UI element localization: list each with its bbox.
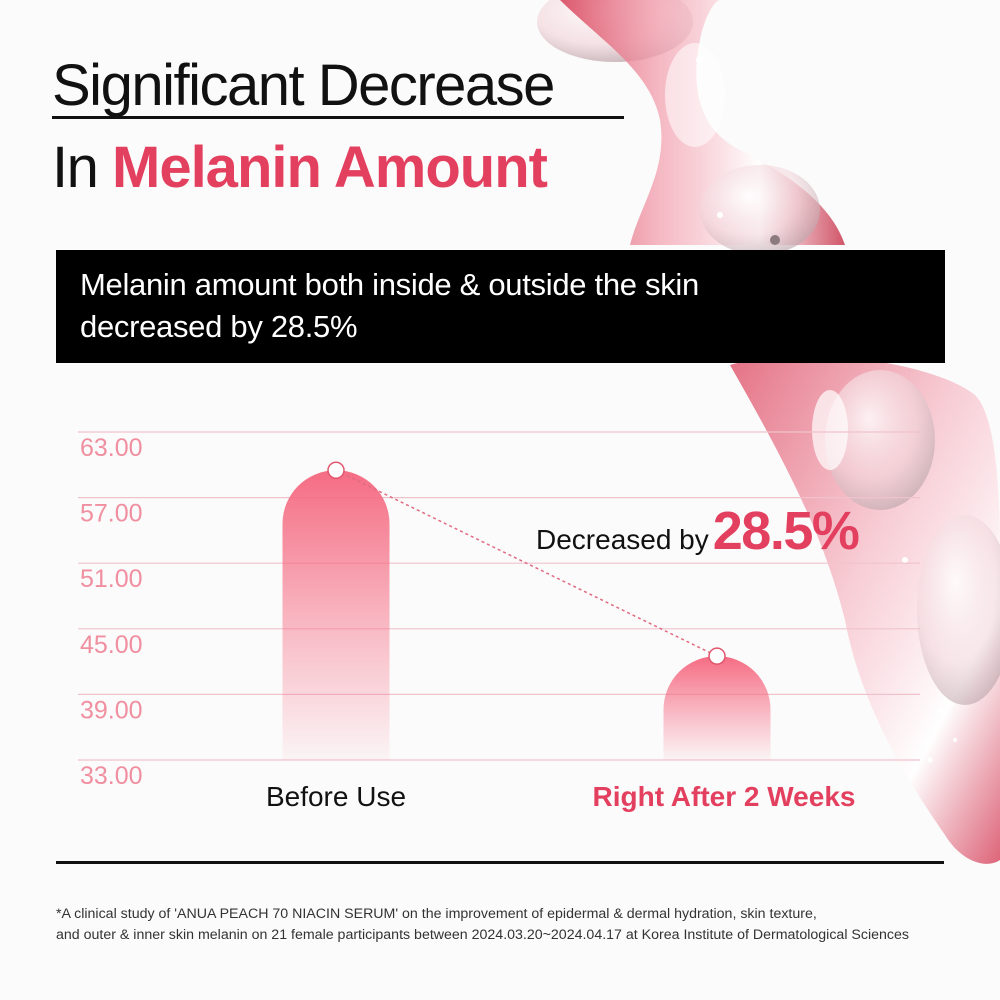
- banner-line-2: decreased by 28.5%: [80, 309, 358, 344]
- footnote-line-2: and outer & inner skin melanin on 21 fem…: [56, 927, 909, 943]
- footnote-line-1: *A clinical study of 'ANUA PEACH 70 NIAC…: [56, 906, 817, 922]
- y-tick-label: 63.00: [80, 434, 143, 462]
- serum-top: [537, 0, 845, 255]
- title-line-2-prefix: In: [52, 135, 112, 200]
- data-point: [327, 461, 345, 480]
- title-underline: [52, 116, 624, 119]
- bottom-divider: [56, 861, 944, 864]
- y-tick-label: 33.00: [80, 762, 143, 790]
- bar: [282, 470, 390, 760]
- callout-text: Decreased by: [536, 524, 709, 555]
- banner-line-1: Melanin amount both inside & outside the…: [80, 267, 699, 302]
- category-label: Right After 2 Weeks: [593, 781, 856, 812]
- y-tick-label: 39.00: [80, 696, 143, 724]
- decrease-callout: Decreased by28.5%: [536, 500, 860, 562]
- title-line-1: Significant Decrease: [52, 53, 555, 118]
- data-point: [708, 647, 726, 665]
- y-tick-label: 57.00: [80, 500, 143, 528]
- category-label: Before Use: [266, 781, 406, 812]
- y-tick-label: 51.00: [80, 565, 143, 593]
- summary-banner: Melanin amount both inside & outside the…: [56, 250, 945, 363]
- callout-value: 28.5%: [712, 501, 860, 561]
- title-line-2: In Melanin Amount: [52, 132, 548, 204]
- serum-bottom: [730, 356, 1000, 864]
- footnote: *A clinical study of 'ANUA PEACH 70 NIAC…: [56, 904, 956, 946]
- bar: [663, 656, 771, 760]
- title-line-2-accent: Melanin Amount: [112, 135, 548, 200]
- y-tick-label: 45.00: [80, 631, 143, 659]
- trend-connector: [335, 469, 718, 657]
